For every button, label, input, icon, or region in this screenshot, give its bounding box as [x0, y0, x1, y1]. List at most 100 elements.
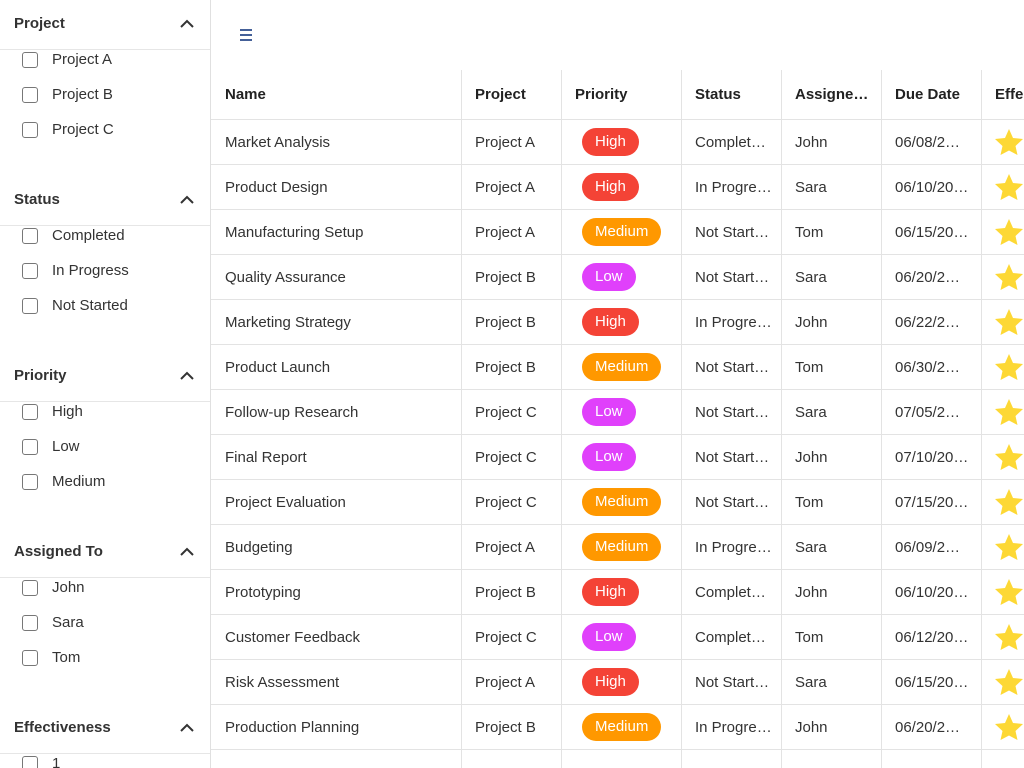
checkbox[interactable] [22, 756, 38, 768]
table-cell: Not Start… [695, 674, 770, 691]
checkbox[interactable] [22, 580, 38, 596]
filter-option[interactable]: John [52, 579, 85, 596]
table-cell: Not Start… [695, 224, 770, 241]
row-border [211, 344, 1024, 345]
column-header[interactable]: Status [695, 86, 741, 103]
filter-option[interactable]: Not Started [52, 297, 128, 314]
table-cell: 06/15/20… [895, 224, 969, 241]
table-cell: Sara [795, 539, 827, 556]
filter-option[interactable]: Project B [52, 86, 113, 103]
priority-badge: Low [582, 623, 636, 651]
checkbox[interactable] [22, 298, 38, 314]
table-cell: Tom [795, 494, 824, 511]
section-title[interactable]: Priority [14, 367, 67, 384]
table-cell: Production Planning [225, 719, 360, 736]
table-cell: 06/08/2… [895, 134, 961, 151]
table-cell: Quality Assurance [225, 269, 346, 286]
filter-option[interactable]: Medium [52, 473, 106, 490]
table-cell: Marketing Strategy [225, 314, 351, 331]
row-border [211, 569, 1024, 570]
checkbox[interactable] [22, 87, 38, 103]
table-cell: 06/20/2… [895, 719, 961, 736]
filter-option[interactable]: Completed [52, 227, 125, 244]
priority-badge: High [582, 128, 639, 156]
filter-option[interactable]: Low [52, 438, 80, 455]
section-divider [0, 401, 210, 402]
checkbox[interactable] [22, 404, 38, 420]
column-header[interactable]: Priority [575, 86, 628, 103]
table-cell: Project C [475, 629, 537, 646]
collapse-icon[interactable] [179, 720, 195, 736]
row-border [211, 389, 1024, 390]
collapse-icon[interactable] [179, 192, 195, 208]
column-divider [881, 70, 882, 768]
row-border [211, 479, 1024, 480]
checkbox[interactable] [22, 228, 38, 244]
section-divider [0, 49, 210, 50]
checkbox[interactable] [22, 52, 38, 68]
menu-button[interactable] [238, 28, 254, 42]
star-icon [995, 174, 1023, 200]
table-cell: Complet… [695, 134, 766, 151]
priority-badge: High [582, 668, 639, 696]
table-cell: Tom [795, 224, 824, 241]
filter-option[interactable]: Project A [52, 51, 113, 68]
table-cell: In Progre… [695, 314, 772, 331]
table-cell: Not Start… [695, 359, 770, 376]
column-header[interactable]: Assigne… [795, 86, 869, 103]
checkbox[interactable] [22, 439, 38, 455]
column-divider [561, 70, 562, 768]
table-cell: Product Design [225, 179, 328, 196]
table-cell: Tom [795, 629, 824, 646]
table-cell: Project C [475, 494, 537, 511]
table-cell: Follow-up Research [225, 404, 359, 421]
star-icon [995, 444, 1023, 470]
collapse-icon[interactable] [179, 368, 195, 384]
data-table: Name Project Priority Status Assigne… Due Dat… [211, 0, 1024, 768]
column-header[interactable]: Effec [995, 86, 1024, 103]
table-cell: In Progre… [695, 719, 772, 736]
table-cell: Sara [795, 269, 827, 286]
filter-option[interactable]: 1 [52, 755, 61, 768]
table-cell: Tom [795, 359, 824, 376]
filter-option[interactable]: Project C [52, 121, 114, 138]
filter-option[interactable]: In Progress [52, 262, 129, 279]
priority-badge: Medium [582, 713, 662, 741]
section-divider [0, 225, 210, 226]
filter-option[interactable]: Sara [52, 614, 84, 631]
table-cell: Complet… [695, 584, 766, 601]
priority-badge: Low [582, 263, 636, 291]
table-cell: 06/12/20… [895, 629, 969, 646]
star-icon [995, 399, 1023, 425]
row-border [211, 614, 1024, 615]
table-cell: 06/30/2… [895, 359, 961, 376]
section-title[interactable]: Project [14, 15, 65, 32]
column-header[interactable]: Project [475, 86, 526, 103]
table-cell: Risk Assessment [225, 674, 340, 691]
star-icon [995, 129, 1023, 155]
priority-badge: Medium [582, 218, 662, 246]
column-header[interactable]: Name [225, 86, 266, 103]
checkbox[interactable] [22, 650, 38, 666]
checkbox[interactable] [22, 474, 38, 490]
column-header[interactable]: Due Date [895, 86, 961, 103]
filter-option[interactable]: High [52, 403, 83, 420]
table-cell: Budgeting [225, 539, 293, 556]
table-cell: Customer Feedback [225, 629, 361, 646]
section-title[interactable]: Status [14, 191, 60, 208]
section-title[interactable]: Assigned To [14, 543, 103, 560]
collapse-icon[interactable] [179, 544, 195, 560]
checkbox[interactable] [22, 122, 38, 138]
filter-option[interactable]: Tom [52, 649, 81, 666]
collapse-icon[interactable] [179, 16, 195, 32]
table-cell: Not Start… [695, 494, 770, 511]
checkbox[interactable] [22, 615, 38, 631]
checkbox[interactable] [22, 263, 38, 279]
table-cell: Sara [795, 674, 827, 691]
table-cell: John [795, 314, 828, 331]
section-title[interactable]: Effectiveness [14, 719, 111, 736]
table-cell: John [795, 584, 828, 601]
table-cell: 07/15/20… [895, 494, 969, 511]
row-border [211, 164, 1024, 165]
